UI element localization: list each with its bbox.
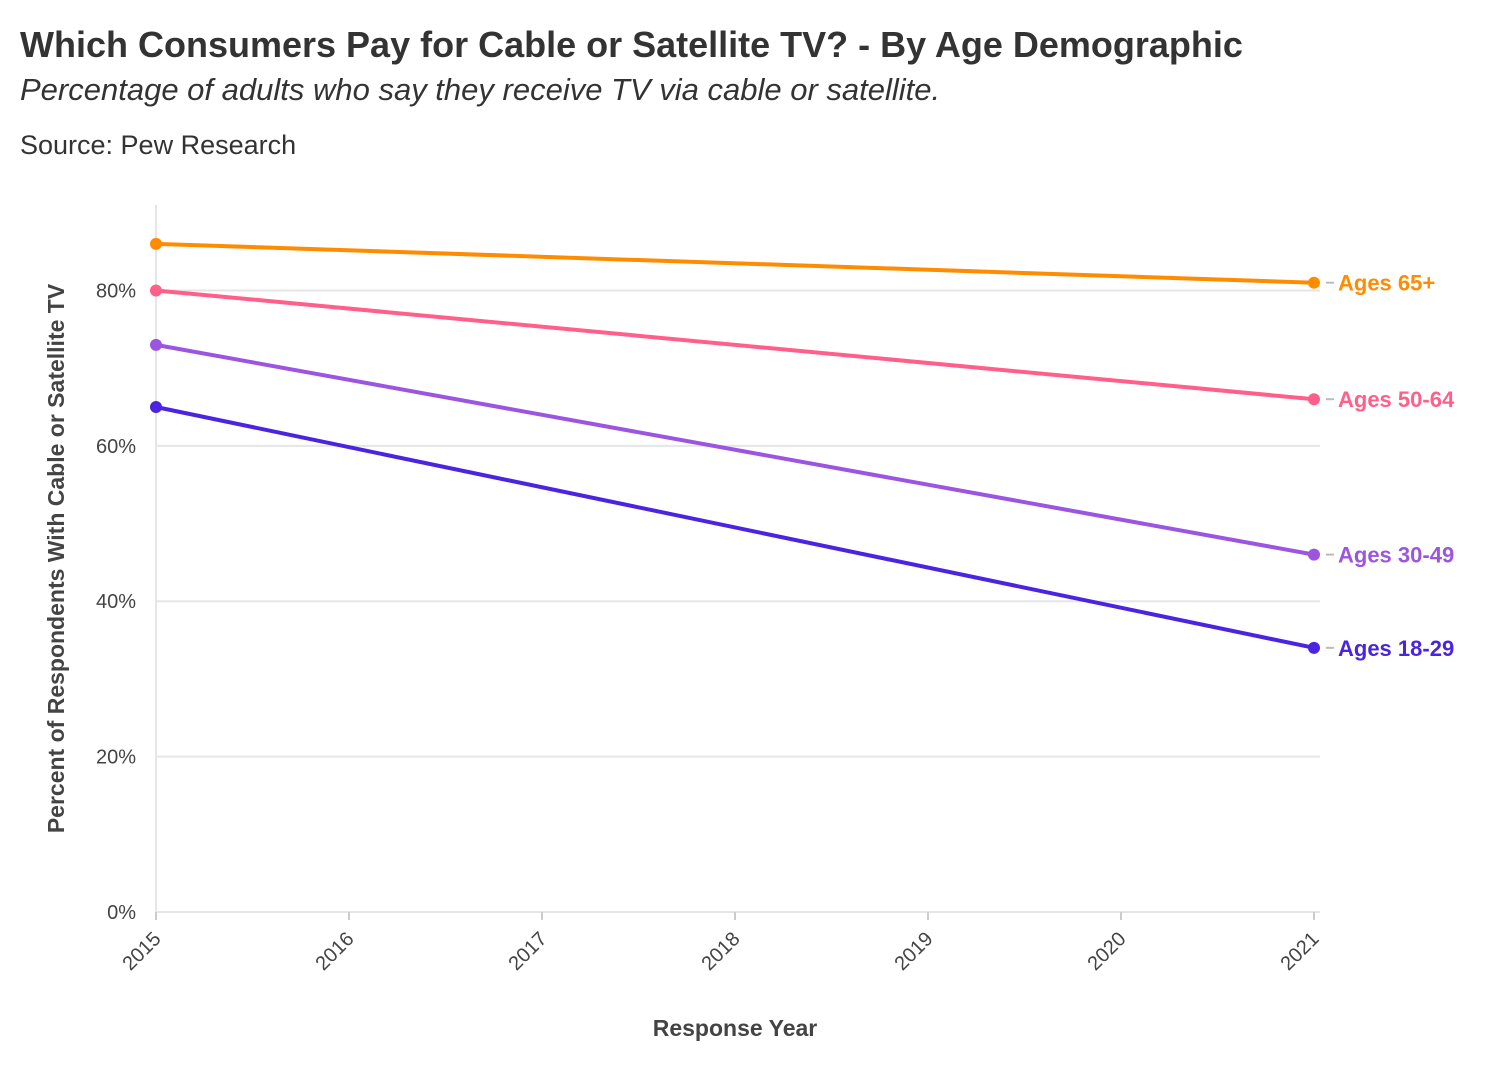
axes: 0% 20% 40% 60% 80% 2015 2016 2017 2018 2019 2020 20… bbox=[96, 205, 1324, 975]
x-tick-label: 2018 bbox=[698, 928, 745, 975]
x-tick-label: 2020 bbox=[1084, 928, 1131, 975]
series-ages-18-29: Ages 18-29 bbox=[150, 401, 1454, 661]
data-point bbox=[1308, 548, 1320, 561]
data-point bbox=[150, 237, 162, 250]
data-point bbox=[150, 284, 162, 297]
y-tick-label: 80% bbox=[96, 280, 136, 302]
series-ages-50-64: Ages 50-64 bbox=[150, 284, 1455, 412]
gridlines bbox=[156, 289, 1320, 913]
series-label: Ages 30-49 bbox=[1338, 543, 1454, 568]
data-point bbox=[150, 338, 162, 351]
chart-title: Which Consumers Pay for Cable or Satelli… bbox=[20, 24, 1243, 65]
series-label: Ages 18-29 bbox=[1338, 636, 1454, 661]
series-ages-65-: Ages 65+ bbox=[150, 237, 1435, 296]
series-ages-30-49: Ages 30-49 bbox=[150, 338, 1454, 568]
series-label: Ages 65+ bbox=[1338, 271, 1435, 296]
series-line bbox=[154, 342, 1316, 557]
series-line bbox=[154, 405, 1316, 650]
data-point bbox=[1308, 276, 1320, 289]
data-point bbox=[1308, 393, 1320, 406]
x-tick-label: 2019 bbox=[891, 928, 938, 975]
data-point bbox=[150, 401, 162, 413]
series-line bbox=[154, 241, 1316, 285]
x-tick-label: 2017 bbox=[505, 928, 552, 975]
y-tick-label: 60% bbox=[96, 436, 136, 458]
x-tick-label: 2016 bbox=[312, 928, 359, 975]
chart-subtitle: Percentage of adults who say they receiv… bbox=[20, 72, 941, 107]
chart-source: Source: Pew Research bbox=[20, 130, 297, 160]
y-tick-label: 40% bbox=[96, 591, 136, 613]
x-tick-label: 2021 bbox=[1277, 928, 1324, 975]
x-tick-label: 2015 bbox=[119, 928, 166, 975]
series-label: Ages 50-64 bbox=[1338, 387, 1455, 412]
y-tick-label: 20% bbox=[96, 747, 136, 769]
y-tick-label: 0% bbox=[107, 902, 136, 924]
y-axis-title: Percent of Respondents With Cable or Sat… bbox=[43, 283, 69, 833]
x-axis-title: Response Year bbox=[653, 1015, 818, 1041]
series: Ages 65+ Ages 50-64 Ages 30-49 Ages 18-29 bbox=[150, 237, 1455, 661]
data-point bbox=[1308, 641, 1320, 654]
series-line bbox=[154, 288, 1316, 402]
